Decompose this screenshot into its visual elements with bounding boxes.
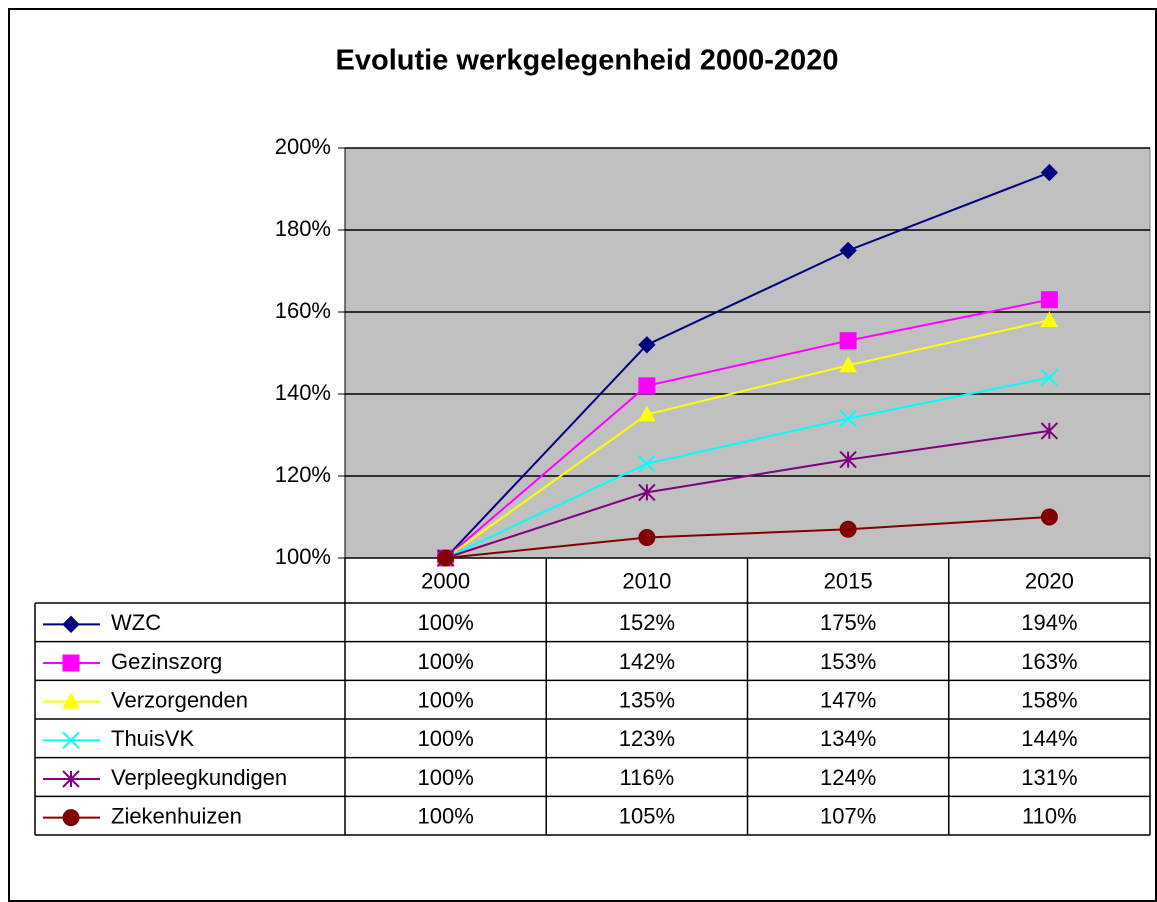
table-cell: 175% <box>820 610 876 635</box>
series-line <box>445 319 1050 559</box>
series-line <box>445 429 1050 559</box>
marker <box>1040 163 1059 182</box>
marker <box>1040 368 1059 387</box>
marker <box>437 549 455 567</box>
marker <box>1040 422 1059 440</box>
y-tick-label: 180% <box>275 216 331 241</box>
y-tick-label: 120% <box>275 462 331 487</box>
table-cell: 110% <box>1022 803 1077 828</box>
table-cell: 135% <box>619 687 675 712</box>
marker <box>839 450 857 469</box>
y-tick-label: 140% <box>275 380 331 405</box>
plot-area <box>344 147 1151 559</box>
series-line <box>444 298 1050 559</box>
marker <box>1040 508 1058 526</box>
legend-marker <box>62 809 80 827</box>
marker <box>839 332 857 350</box>
marker <box>1040 291 1058 309</box>
table-cell: 131% <box>1021 765 1077 790</box>
marker <box>638 336 656 354</box>
table-cell: 147% <box>820 687 876 712</box>
table-cell: 100% <box>417 726 473 751</box>
table-cell: 194% <box>1021 610 1077 635</box>
table-cell: 134% <box>820 726 876 751</box>
y-tick-label: 160% <box>275 298 331 323</box>
legend-marker <box>62 654 80 672</box>
table-cell: 100% <box>417 687 473 712</box>
legend-label: Gezinszorg <box>111 649 222 674</box>
table-cell: 100% <box>417 765 473 790</box>
series-line <box>445 516 1050 559</box>
marker <box>839 520 857 538</box>
legend-marker <box>62 692 80 709</box>
table-cell: 124% <box>820 765 876 790</box>
y-tick-label: 100% <box>275 544 331 569</box>
table-cell: 123% <box>619 726 675 751</box>
legend-label: ThuisVK <box>111 726 194 751</box>
table-cell: 153% <box>820 649 876 674</box>
legend-label: Verzorgenden <box>111 687 248 712</box>
marker <box>839 356 857 373</box>
x-tick-label: 2000 <box>421 568 470 593</box>
table-cell: 142% <box>619 649 675 674</box>
table-cell: 116% <box>620 765 675 790</box>
table-cell: 100% <box>417 649 473 674</box>
table-cell: 158% <box>1021 687 1077 712</box>
legend-label: WZC <box>111 610 161 635</box>
y-tick-label: 200% <box>275 134 331 159</box>
legend-marker <box>62 615 80 634</box>
x-tick-label: 2015 <box>824 568 873 593</box>
marker <box>638 405 656 422</box>
marker <box>1040 311 1059 328</box>
table-cell: 105% <box>619 803 675 828</box>
marker <box>638 377 656 395</box>
marker <box>638 454 656 473</box>
table-cell: 100% <box>417 803 473 828</box>
table-cell: 144% <box>1021 726 1077 751</box>
series-line <box>445 376 1050 559</box>
table-cell: 152% <box>619 610 675 635</box>
legend-marker <box>62 770 80 788</box>
chart-title: Evolutie werkgelegenheid 2000-2020 <box>336 45 839 77</box>
series-line <box>444 171 1050 559</box>
table-cell: 100% <box>417 610 473 635</box>
table-cell: 163% <box>1021 649 1077 674</box>
legend-marker <box>62 731 80 750</box>
legend-label: Verpleegkundigen <box>111 765 287 790</box>
x-tick-label: 2010 <box>622 568 671 593</box>
marker <box>638 483 656 502</box>
table-cell: 107% <box>820 803 876 828</box>
x-tick-label: 2020 <box>1025 568 1074 593</box>
marker <box>638 529 656 546</box>
legend-label: Ziekenhuizen <box>111 803 242 828</box>
marker <box>839 409 857 428</box>
marker <box>839 241 857 260</box>
